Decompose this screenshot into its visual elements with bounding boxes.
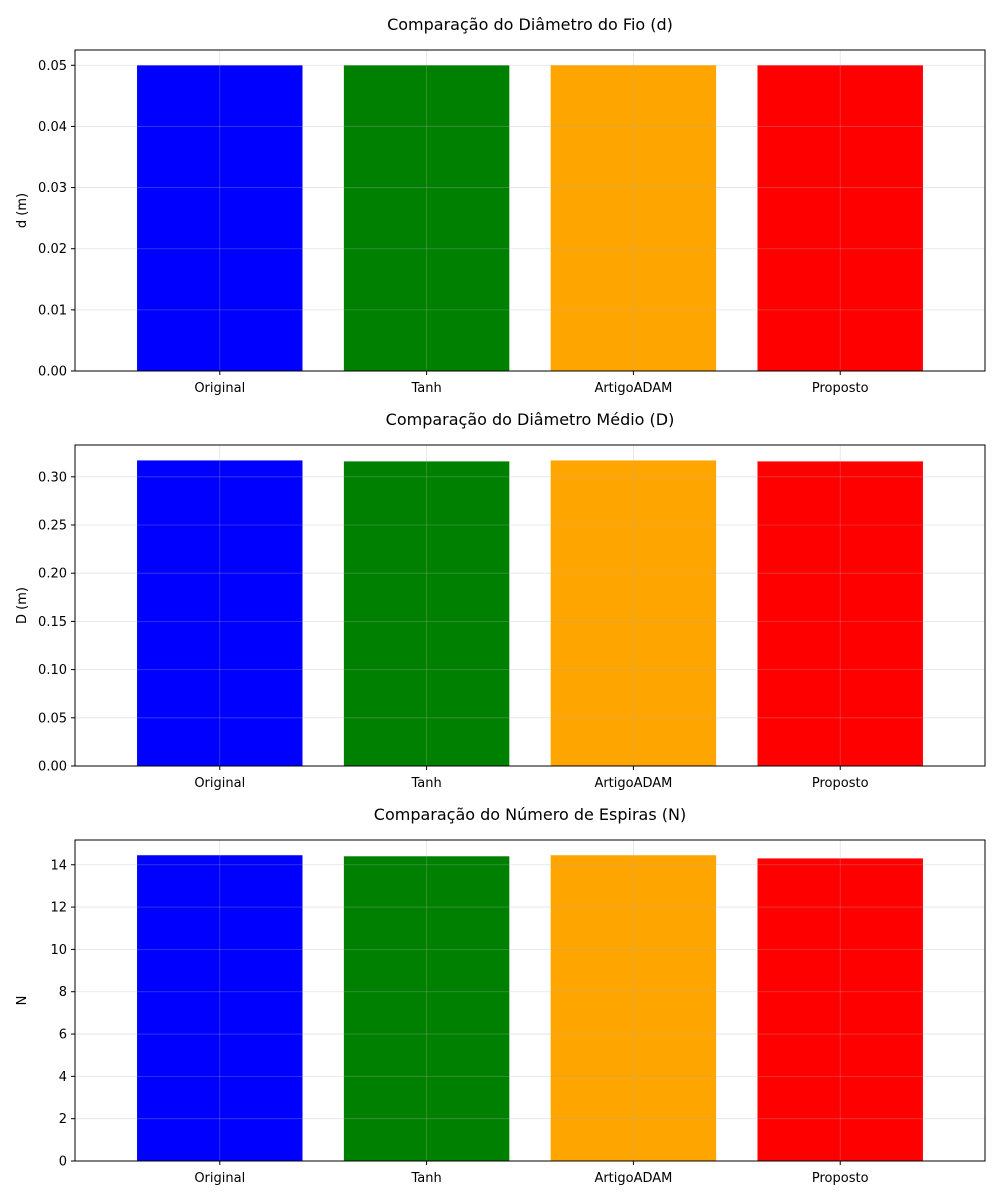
y-tick-label: 0.02: [38, 242, 67, 257]
y-tick-label: 0.25: [38, 519, 67, 534]
chart-title: Comparação do Diâmetro do Fio (d): [387, 15, 673, 34]
bar: [550, 855, 717, 1161]
y-tick-label: 0.30: [38, 470, 67, 485]
plot-frame: [74, 444, 986, 767]
y-tick-label: 0.10: [38, 663, 67, 678]
y-tick-label: 0.20: [38, 567, 67, 582]
y-tick-label: 0.00: [38, 365, 67, 380]
y-tick-label: 2: [59, 1112, 67, 1127]
bar: [757, 461, 923, 766]
y-tick-label: 4: [59, 1070, 67, 1085]
y-tick-label: 0.04: [38, 120, 67, 135]
bar: [757, 858, 923, 1161]
y-tick-label: 8: [59, 985, 67, 1000]
bar: [137, 855, 303, 1161]
y-tick-label: 0.00: [38, 760, 67, 775]
x-tick-label: Proposto: [812, 776, 869, 791]
y-tick-label: 0.01: [38, 303, 67, 318]
x-tick-label: ArtigoADAM: [594, 776, 672, 791]
bar: [550, 65, 717, 372]
chart-panel: Comparação do Número de Espiras (N) 0 2 4 6 8…: [15, 805, 986, 1186]
x-tick-label: Original: [194, 381, 245, 396]
chart-panel: Comparação do Diâmetro do Fio (d) 0.00 0.0…: [15, 15, 986, 396]
y-tick-label: 6: [59, 1028, 67, 1043]
y-tick-label: 10: [50, 943, 67, 958]
plot-frame: [74, 49, 986, 372]
plot-frame: [74, 839, 986, 1162]
x-tick-label: ArtigoADAM: [594, 1171, 672, 1186]
chart-title: Comparação do Número de Espiras (N): [374, 805, 686, 824]
chart-title: Comparação do Diâmetro Médio (D): [386, 410, 675, 429]
y-tick-label: 14: [50, 858, 67, 873]
y-tick-label: 0.03: [38, 181, 67, 196]
x-tick-label: Tanh: [410, 381, 441, 396]
x-tick-label: Tanh: [410, 1171, 441, 1186]
bar: [137, 65, 303, 372]
y-tick-label: 12: [50, 901, 67, 916]
y-tick-label: 0: [59, 1155, 67, 1170]
x-tick-label: Original: [194, 1171, 245, 1186]
x-tick-label: Tanh: [410, 776, 441, 791]
y-axis-label: N: [15, 996, 30, 1006]
y-tick-label: 0.05: [38, 711, 67, 726]
bar: [550, 460, 717, 766]
y-tick-label: 0.05: [38, 59, 67, 74]
x-tick-label: ArtigoADAM: [594, 381, 672, 396]
x-tick-label: Proposto: [812, 1171, 869, 1186]
bar: [343, 65, 510, 372]
bar: [137, 460, 303, 766]
bar: [343, 461, 510, 766]
y-axis-label: D (m): [15, 587, 30, 624]
x-tick-label: Original: [194, 776, 245, 791]
x-tick-label: Proposto: [812, 381, 869, 396]
bar: [343, 856, 510, 1161]
y-tick-label: 0.15: [38, 615, 67, 630]
chart-panel: Comparação do Diâmetro Médio (D) 0.00 0.05…: [15, 410, 986, 791]
y-axis-label: d (m): [15, 193, 30, 228]
bar: [757, 65, 923, 372]
